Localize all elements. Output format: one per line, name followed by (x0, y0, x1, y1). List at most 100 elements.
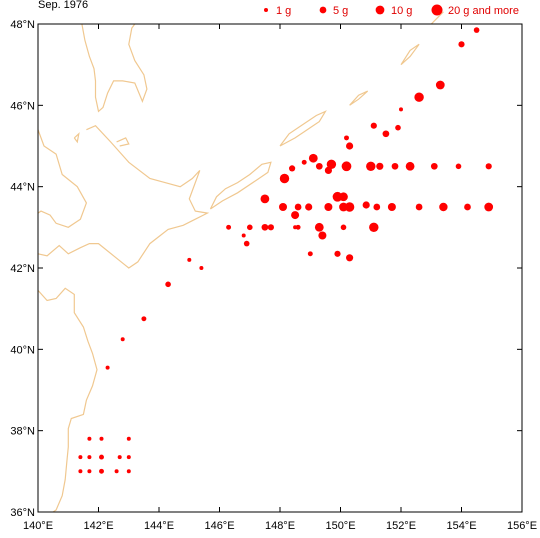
catch-point (301, 159, 307, 165)
legend-label: 20 g and more (448, 5, 519, 17)
x-tick-label: 144°E (144, 520, 174, 532)
x-tick-label: 146°E (204, 520, 234, 532)
x-tick-label: 154°E (446, 520, 476, 532)
catch-point (114, 469, 119, 474)
y-tick-label: 42°N (10, 263, 35, 275)
catch-point (341, 161, 352, 172)
catch-points (78, 27, 494, 474)
catch-point (87, 455, 92, 460)
catch-point (126, 469, 131, 474)
axis-ticks: 140°E 142°E 144°E 146°E 148°E 150°E 152°E 154°E… (10, 19, 537, 532)
catch-point (199, 266, 204, 270)
x-tick-label: 152°E (386, 520, 416, 532)
coastline (37, 124, 210, 269)
legend-marker (319, 6, 327, 14)
catch-point (141, 316, 147, 322)
catch-point (241, 233, 246, 238)
coastline (81, 23, 148, 113)
x-tick-label: 156°E (507, 520, 537, 532)
x-tick-label: 140°E (23, 520, 53, 532)
catch-point (382, 130, 390, 138)
y-tick-label: 48°N (10, 19, 35, 31)
catch-point (293, 225, 298, 230)
coastline-layer (37, 11, 444, 513)
catch-point (395, 124, 401, 131)
catch-point (387, 202, 396, 212)
catch-point (405, 161, 415, 171)
catch-point (279, 173, 290, 184)
legend-marker (264, 8, 268, 12)
catch-point (334, 250, 341, 257)
catch-point (87, 469, 92, 474)
x-tick-label: 150°E (325, 520, 355, 532)
coastline (73, 132, 80, 144)
coastline (209, 161, 272, 210)
catch-point (366, 161, 376, 172)
catch-point (344, 202, 355, 212)
catch-point (78, 469, 83, 474)
size-legend: 1 g 5 g 10 g 20 g and more (264, 4, 519, 17)
catch-point (246, 224, 253, 231)
catch-point (126, 436, 131, 441)
catch-point (87, 436, 92, 441)
catch-point (165, 281, 171, 288)
legend-label: 1 g (276, 5, 291, 17)
y-tick-label: 46°N (10, 100, 35, 112)
catch-point (370, 122, 377, 129)
catch-point (314, 222, 324, 232)
catch-point (318, 231, 327, 240)
catch-point (291, 211, 300, 220)
x-tick-label: 142°E (83, 520, 113, 532)
catch-point (326, 159, 337, 170)
x-tick-label: 148°E (265, 520, 295, 532)
catch-point (458, 41, 465, 48)
catch-point (399, 107, 403, 112)
legend-label: 5 g (333, 5, 348, 17)
map-frame (37, 23, 523, 513)
catch-point (484, 202, 494, 212)
y-tick-label: 38°N (10, 426, 35, 438)
catch-point (339, 192, 348, 202)
period-label: Sep. 1976 (38, 0, 89, 11)
y-tick-label: 40°N (10, 344, 35, 356)
catch-point (307, 251, 313, 257)
catch-point (226, 224, 232, 230)
catch-point (295, 224, 301, 230)
coastline (400, 43, 420, 66)
catch-point (324, 166, 332, 174)
catch-point (464, 203, 471, 211)
legend-marker (375, 5, 385, 15)
catch-point (308, 153, 318, 163)
catch-point (414, 92, 424, 102)
y-tick-label: 44°N (10, 182, 35, 194)
catch-point (346, 142, 354, 150)
catch-point (305, 203, 313, 211)
catch-point (373, 203, 381, 211)
catch-point (346, 254, 354, 262)
catch-point (117, 455, 122, 460)
coastline (116, 137, 130, 147)
catch-point (362, 201, 370, 209)
coastline (279, 110, 327, 147)
catch-point (439, 202, 448, 212)
catch-point (99, 436, 104, 441)
y-tick-label: 36°N (10, 507, 35, 519)
catch-point (294, 203, 302, 211)
catch-point (391, 162, 399, 170)
catch-point (473, 27, 480, 33)
catch-point (105, 365, 110, 370)
catch-point (340, 224, 347, 231)
catch-point (261, 223, 269, 231)
catch-point (415, 203, 423, 211)
coastline (349, 90, 369, 106)
legend-label: 10 g (391, 5, 412, 17)
catch-point (243, 240, 250, 247)
catch-point (344, 135, 349, 141)
coastline (430, 11, 444, 25)
catch-point (376, 162, 384, 170)
legend-marker (431, 4, 443, 16)
catch-point (369, 222, 379, 233)
catch-point (187, 257, 192, 262)
catch-point (324, 202, 333, 212)
